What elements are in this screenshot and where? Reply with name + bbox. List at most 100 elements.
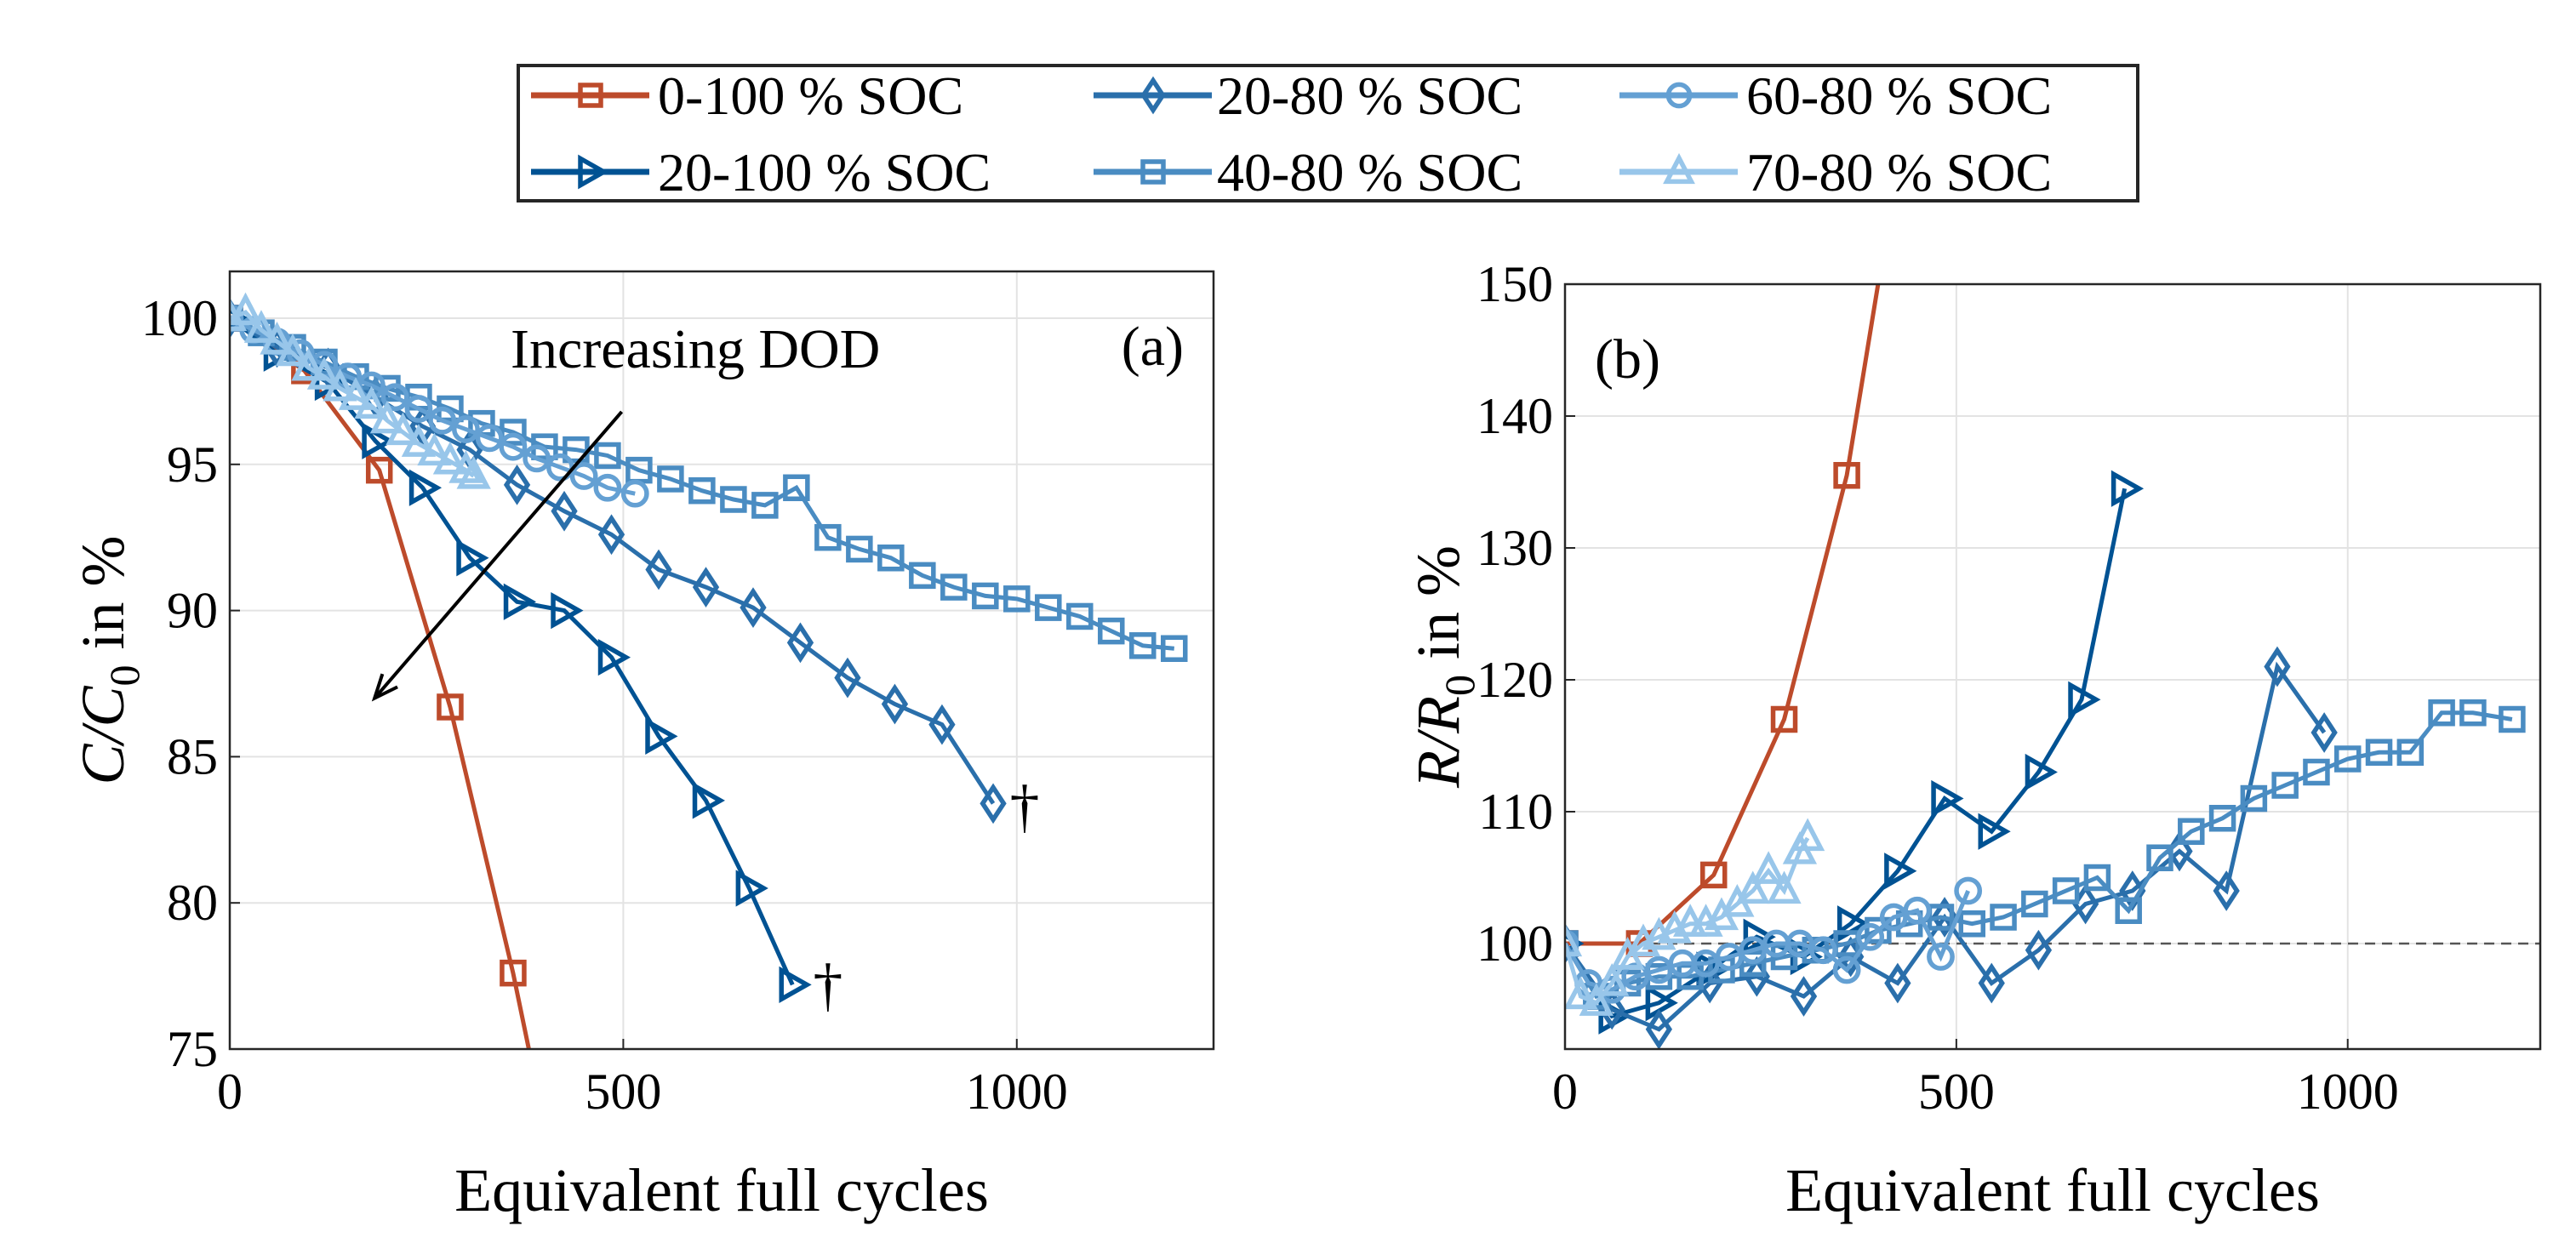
legend-label: 40-80 % SOC xyxy=(1217,142,1522,202)
data-point-40-80 xyxy=(594,442,621,470)
legend-marker xyxy=(1665,82,1693,109)
data-point-60-80 xyxy=(404,395,433,423)
data-point-70-80 xyxy=(1790,818,1825,852)
data-point-70-80 xyxy=(1735,870,1770,904)
data-point-20-80 xyxy=(2025,929,2053,971)
data-point-60-80 xyxy=(452,415,480,443)
data-point-40-80 xyxy=(657,465,684,493)
panel-label: (b) xyxy=(1595,328,1660,391)
x-tick-label: 0 xyxy=(217,1064,243,1120)
data-point-20-100 xyxy=(503,583,537,620)
y-tick-label: 110 xyxy=(1478,784,1553,840)
data-point-20-100 xyxy=(735,870,768,907)
x-tick-label: 0 xyxy=(1552,1064,1578,1120)
x-tick-label: 500 xyxy=(1918,1064,1995,1120)
legend-box xyxy=(517,64,2139,202)
data-point-70-80 xyxy=(323,368,357,402)
data-point-40-80 xyxy=(814,523,842,551)
data-point-70-80 xyxy=(230,292,263,326)
data-point-0-100 xyxy=(437,693,464,721)
data-point-20-100 xyxy=(1931,779,1964,818)
series-line-20-100 xyxy=(1565,488,2128,1019)
data-point-40-80 xyxy=(2396,739,2425,766)
series-group xyxy=(230,292,1188,1049)
data-point-40-80 xyxy=(1927,904,1955,931)
data-point-40-80 xyxy=(2021,890,2048,918)
data-point-40-80 xyxy=(2146,844,2173,871)
y-tick-label: 85 xyxy=(167,728,218,784)
data-point-20-100 xyxy=(551,591,584,630)
data-point-60-80 xyxy=(499,432,528,461)
axes-box xyxy=(1563,282,2542,1051)
data-point-0-100 xyxy=(1833,462,1860,489)
data-point-70-80 xyxy=(1595,963,1630,996)
data-point-60-80 xyxy=(1809,936,1837,965)
data-point-60-80 xyxy=(428,406,457,435)
data-point-40-80 xyxy=(1865,916,1892,944)
data-point-20-100 xyxy=(362,422,395,459)
data-point-40-80 xyxy=(2303,758,2330,786)
x-tick-label: 1000 xyxy=(966,1064,1068,1120)
data-point-70-80 xyxy=(275,333,311,367)
data-point-70-80 xyxy=(456,456,491,489)
data-point-20-80 xyxy=(881,683,909,725)
data-point-60-80 xyxy=(1832,955,1861,984)
data-point-20-100 xyxy=(1645,984,1678,1022)
legend-marker xyxy=(1140,159,1166,185)
axes-box xyxy=(228,270,1215,1051)
y-tick-label: 75 xyxy=(167,1021,218,1077)
data-point-70-80 xyxy=(1767,870,1802,904)
data-point-40-80 xyxy=(2499,705,2526,733)
data-point-20-100 xyxy=(408,469,443,506)
data-point-70-80 xyxy=(260,321,294,355)
legend-marker xyxy=(578,154,609,190)
data-point-20-80 xyxy=(2213,870,2240,911)
legend-label: 0-100 % SOC xyxy=(658,66,963,126)
data-point-0-100 xyxy=(1770,705,1798,733)
y-axis-label: C/C0 in % xyxy=(69,535,148,784)
data-point-20-100 xyxy=(2025,753,2058,791)
y-tick-label: 100 xyxy=(1476,915,1553,972)
data-point-20-100 xyxy=(2068,681,2101,718)
series-70-80 xyxy=(1565,818,1825,1016)
series-group xyxy=(1565,284,2526,1049)
data-point-60-80 xyxy=(475,424,504,453)
data-point-40-80 xyxy=(751,492,779,519)
x-axis-label: Equivalent full cycles xyxy=(1785,1156,2320,1224)
y-tick-label: 150 xyxy=(1476,256,1553,312)
legend-entry-20-100: 20-100 % SOC xyxy=(531,142,991,202)
y-tick-label: 90 xyxy=(167,583,218,639)
panel-b-resistance: 0 500 1000 100 110 120 130 140 150 Equivalent ful… xyxy=(1404,256,2542,1224)
annotation-increasing-dod: Increasing DOD xyxy=(511,318,880,380)
legend-entry-70-80: 70-80 % SOC xyxy=(1619,142,2052,202)
data-point-40-80 xyxy=(2208,805,2236,832)
annotation-dagger: † xyxy=(1010,774,1040,840)
data-point-40-80 xyxy=(877,544,905,572)
series-line-70-80 xyxy=(1565,836,1810,1006)
y-tick-label: 80 xyxy=(167,875,218,931)
x-tick-label: 1000 xyxy=(2297,1064,2399,1120)
data-point-20-100 xyxy=(692,782,725,819)
legend-label: 20-100 % SOC xyxy=(658,142,991,202)
data-point-20-80 xyxy=(692,567,720,607)
data-point-20-80 xyxy=(1645,1008,1673,1049)
data-point-20-100 xyxy=(1978,813,2011,850)
data-point-40-80 xyxy=(1833,930,1860,957)
data-point-70-80 xyxy=(338,377,374,410)
x-tick-label: 500 xyxy=(585,1064,661,1120)
data-point-40-80 xyxy=(688,476,716,505)
data-point-40-80 xyxy=(2428,699,2455,727)
data-point-20-100 xyxy=(1884,853,1917,890)
data-point-40-80 xyxy=(972,582,999,610)
y-label-suffix: in % xyxy=(1404,545,1472,675)
data-point-40-80 xyxy=(1958,910,1986,938)
y-tick-label: 140 xyxy=(1476,388,1553,444)
data-point-40-80 xyxy=(2240,784,2268,813)
data-point-40-80 xyxy=(1035,594,1062,621)
data-point-60-80 xyxy=(1856,922,1885,951)
data-point-70-80 xyxy=(291,347,326,381)
legend-label: 20-80 % SOC xyxy=(1217,66,1522,126)
y-label-main: R/R xyxy=(1404,696,1472,789)
data-point-20-80 xyxy=(1884,962,1911,1004)
data-point-70-80 xyxy=(1579,983,1614,1016)
